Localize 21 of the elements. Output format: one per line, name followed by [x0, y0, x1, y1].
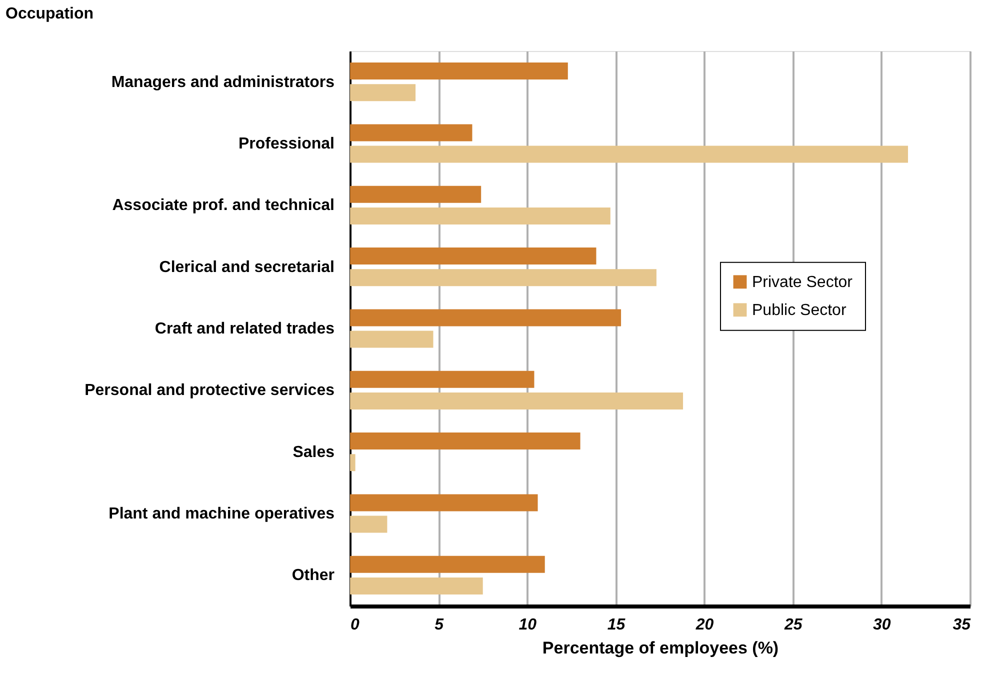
y-axis-title: Occupation [6, 6, 94, 22]
x-tick-label: 0 [350, 616, 360, 634]
x-tick-label: 20 [694, 616, 714, 634]
y-tick-label: Associate prof. and technical [112, 197, 334, 214]
x-tick-label: 25 [783, 616, 804, 634]
y-tick-label: Managers and administrators [111, 74, 335, 91]
x-tick-label: 15 [607, 616, 626, 634]
y-tick-label: Craft and related trades [154, 320, 335, 338]
y-tick-label: Professional [238, 136, 334, 152]
y-tick-label: Plant and machine operatives [108, 506, 335, 522]
x-tick-label: 10 [518, 616, 537, 634]
x-tick-label: 5 [434, 616, 445, 634]
x-tick-label: 35 [952, 616, 972, 634]
y-tick-label: Other [292, 567, 334, 584]
x-tick-label: 30 [873, 616, 891, 634]
y-tick-label: Clerical and secretarial [159, 258, 334, 276]
x-axis-title: Percentage of employees (%) [542, 638, 779, 658]
legend-label: Private Sector [752, 274, 854, 291]
legend-label: Public Sector [752, 302, 847, 319]
y-tick-label: Sales [292, 444, 335, 461]
y-tick-label: Personal and protective services [84, 382, 335, 400]
